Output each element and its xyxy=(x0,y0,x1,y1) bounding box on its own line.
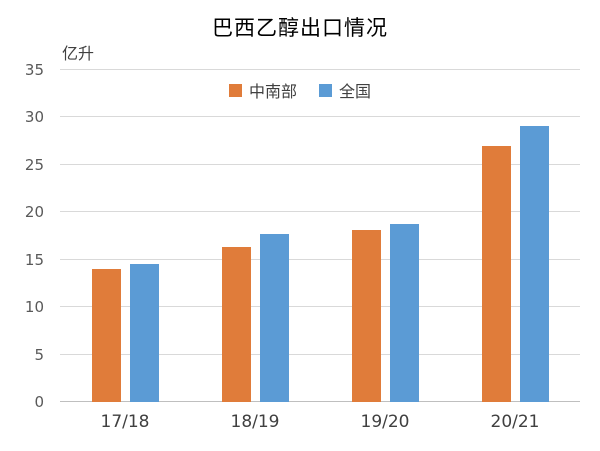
gridline xyxy=(60,163,580,165)
y-tick-label: 30 xyxy=(24,108,44,127)
x-axis: 17/18 18/19 19/20 20/21 xyxy=(60,404,580,440)
bar-series-1-cat-2 xyxy=(389,223,419,402)
y-tick-label: 0 xyxy=(34,393,44,411)
bar-series-0-cat-1 xyxy=(221,247,251,402)
y-tick-label: 20 xyxy=(24,203,44,222)
bar-group-19-20 xyxy=(351,70,419,402)
gridline xyxy=(60,69,580,70)
y-tick-label: 10 xyxy=(24,298,44,317)
y-axis-unit-label: 亿升 xyxy=(62,44,95,63)
bar-series-0-cat-0 xyxy=(91,269,121,402)
bar-series-0-cat-3 xyxy=(481,145,511,402)
x-tick-label: 19/20 xyxy=(360,412,410,432)
x-tick-label: 18/19 xyxy=(230,412,280,432)
bar-series-0-cat-2 xyxy=(351,230,381,402)
gridline xyxy=(60,306,580,308)
plot-area xyxy=(60,69,580,402)
bar-group-20-21 xyxy=(481,70,549,402)
y-tick-label: 25 xyxy=(24,155,44,174)
chart-title: 巴西乙醇出口情况 xyxy=(212,16,388,40)
x-tick-label: 17/18 xyxy=(100,412,150,432)
bar-series-1-cat-0 xyxy=(129,264,159,402)
gridline xyxy=(60,353,580,355)
bar-group-17-18 xyxy=(91,70,159,402)
gridline xyxy=(60,258,580,260)
x-tick-label: 20/21 xyxy=(490,412,540,432)
bars-layer xyxy=(60,70,580,402)
x-axis-line xyxy=(60,401,580,402)
gridline xyxy=(60,211,580,213)
bar-group-18-19 xyxy=(221,70,289,402)
y-tick-label: 35 xyxy=(24,61,44,79)
gridline xyxy=(60,116,580,118)
y-axis: 0 5 10 15 20 25 30 35 xyxy=(0,61,52,411)
bar-series-1-cat-3 xyxy=(519,125,549,402)
y-tick-label: 5 xyxy=(34,345,44,364)
bar-series-1-cat-1 xyxy=(259,234,289,402)
y-tick-label: 15 xyxy=(24,250,44,269)
